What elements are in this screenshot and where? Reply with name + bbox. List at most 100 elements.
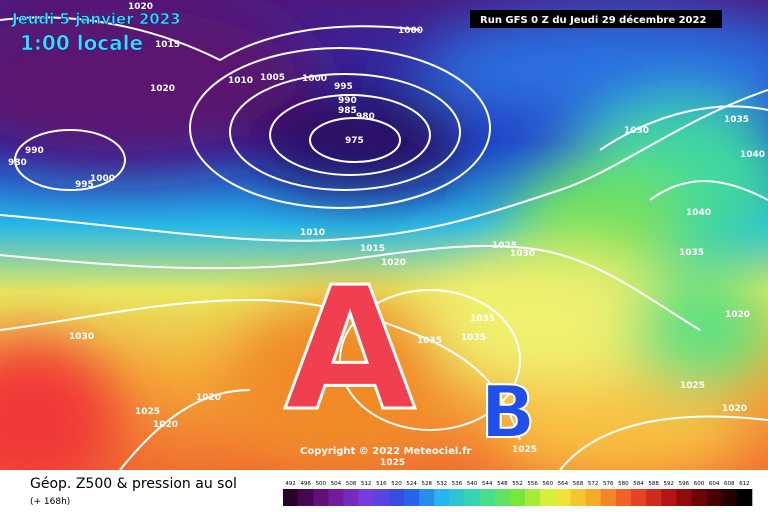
isobar-label: 1025 [135,407,160,417]
scale-swatch [661,489,677,506]
scale-swatch [721,489,738,506]
scale-swatch [358,489,375,506]
scale-label: 612 [739,481,750,487]
isobar-label: 1020 [722,404,747,414]
isobar-label: 990 [25,146,44,156]
scale-swatch [494,489,511,506]
isobar-label: 980 [356,112,375,122]
run-info: Run GFS 0 Z du Jeudi 29 décembre 2022 [480,14,706,26]
scale-swatch [464,489,480,506]
isobar-label: 1020 [150,84,175,94]
high-pressure-marker: A [284,251,416,449]
copyright: Copyright © 2022 Meteociel.fr [300,446,471,457]
scale-label: 560 [543,481,554,487]
isobar-label: 1040 [740,150,765,160]
scale-swatch [419,489,435,506]
scale-label: 584 [633,481,644,487]
scale-swatch [570,489,586,506]
scale-label: 596 [679,481,690,487]
colour-fields [0,0,768,470]
scale-label: 564 [558,481,569,487]
scale-label: 512 [361,481,372,487]
scale-swatch [298,489,314,506]
isobar-label: 1015 [155,40,180,50]
isobar-label: 1030 [69,332,94,342]
scale-swatch [283,489,299,506]
isobar-label: 1005 [260,73,285,83]
scale-swatch [555,489,571,506]
scale-swatch [540,489,556,506]
scale-label: 600 [694,481,705,487]
isobar-label: 1035 [679,248,704,258]
scale-label: 548 [497,481,508,487]
forecast-lead: (+ 168h) [30,497,70,507]
scale-swatch [691,489,707,506]
scale-label: 576 [603,481,614,487]
scale-label: 500 [316,481,327,487]
scale-label: 608 [724,481,735,487]
isobar-label: 1020 [381,258,406,268]
footer-title: Géop. Z500 & pression au sol [30,476,237,492]
isobar-label: 1010 [228,76,253,86]
scale-swatch [630,489,647,506]
isobar-label: 1020 [153,420,178,430]
isobar-label: 990 [338,96,357,106]
isobar-label: 1000 [90,174,115,184]
scale-swatch [373,489,390,506]
scale-label: 492 [285,481,296,487]
scale-swatch [615,489,632,506]
low-pressure-marker: B [481,370,536,454]
scale-label: 544 [482,481,493,487]
scale-label: 536 [452,481,463,487]
scale-label: 496 [300,481,311,487]
colour-scale: 492 496 500 504 508 512 516 520 524 528 532 536 540 5… [283,481,753,506]
scale-swatch [328,489,344,506]
isobar-label: 1020 [128,2,153,12]
scale-label: 588 [648,481,659,487]
scale-label: 568 [573,481,584,487]
scale-swatch [449,489,465,506]
isobars [0,16,768,470]
run-banner [470,10,722,28]
isobar-label: 1015 [360,244,385,254]
isobar-label: 1010 [300,228,325,238]
scale-swatch [706,489,723,506]
scale-label: 524 [406,481,417,487]
isobar-label: 1035 [470,314,495,324]
isobar-label: 1030 [624,126,649,136]
scale-swatch [585,489,602,506]
scale-swatch [646,489,662,506]
isobar-label: 1035 [461,333,486,343]
scale-label: 556 [527,481,538,487]
isobar-label: 995 [334,82,353,92]
scale-swatch [313,489,329,506]
isobar-label: 1020 [196,393,221,403]
scale-label: 532 [437,481,448,487]
isobar-label: 1035 [417,336,442,346]
isobar-label: 1025 [380,458,405,468]
forecast-time: 1:00 locale [20,31,143,55]
isobar-label: 1035 [724,115,749,125]
scale-swatch [676,489,692,506]
scale-swatch [525,489,541,506]
scale-label: 580 [618,481,629,487]
scale-swatch [434,489,450,506]
scale-swatch [509,489,526,506]
isobar-label: 1000 [302,74,327,84]
isobar-label: 1025 [492,241,517,251]
isobar-label: 1025 [512,445,537,455]
scale-swatch [479,489,496,506]
scale-label: 504 [331,481,342,487]
scale-label: 592 [664,481,675,487]
isobar-label: 1000 [398,26,423,36]
scale-swatch [343,489,359,506]
scale-label: 552 [512,481,523,487]
isobar-label: 980 [8,158,27,168]
isobar-label: 995 [75,180,94,190]
scale-label: 520 [391,481,402,487]
isobar-label: 1030 [510,249,535,259]
isobar-label: 975 [345,136,364,146]
isobar-label: 1040 [686,208,711,218]
